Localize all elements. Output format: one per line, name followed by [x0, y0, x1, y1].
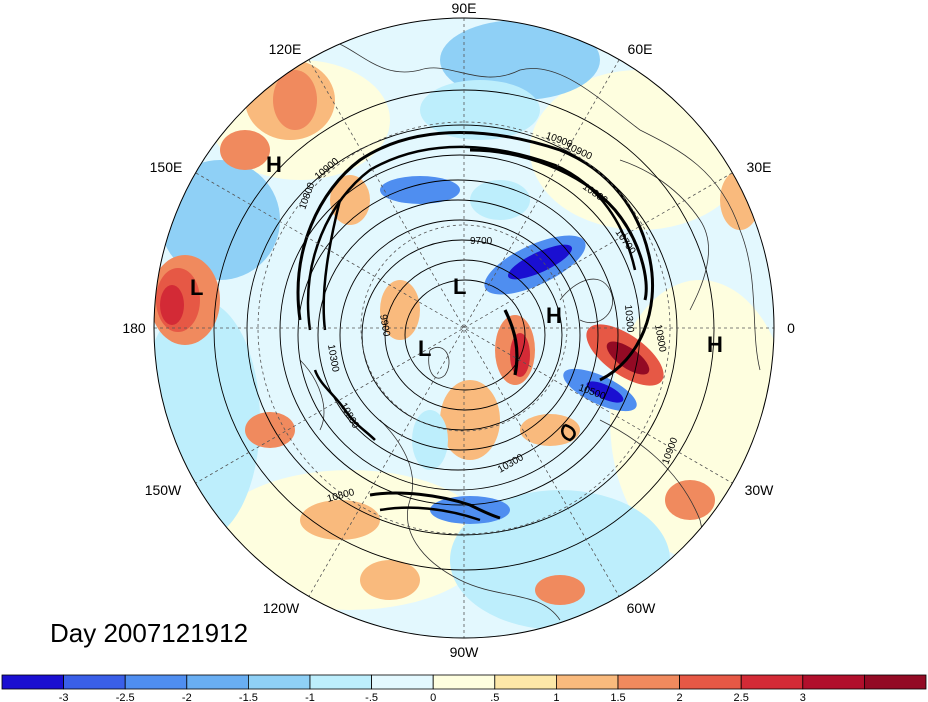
lon-label-120e: 120E: [269, 41, 302, 57]
map-title: Day 2007121912: [50, 618, 249, 648]
colorbar-swatch: [556, 674, 619, 690]
lon-label-60w: 60W: [627, 600, 657, 616]
colorbar-swatch: [309, 674, 372, 690]
contour-label: 10300: [622, 304, 635, 333]
colorbar-tick-label: -3: [59, 692, 69, 702]
colorbar-swatch: [864, 674, 927, 690]
lon-label-150w: 150W: [145, 482, 182, 498]
colorbar-tick-label: 0: [430, 692, 436, 702]
colorbar-swatch: [371, 674, 434, 690]
colorbar-tick-label: -1: [305, 692, 315, 702]
longitude-labels: 90E 120E 60E 150E 30E 180 0 150W 30W 120…: [122, 0, 795, 660]
lon-label-0: 0: [787, 320, 795, 336]
colorbar-swatch: [124, 674, 188, 690]
colorbar-swatch: [63, 674, 126, 690]
colorbar-tick-label: -2.5: [116, 692, 135, 702]
colorbar-swatch: [247, 674, 311, 690]
colorbar: -3 -2.5 -2 -1.5 -1 -.5 0 .5 1 1.5 2 2.5 3: [1, 674, 927, 702]
colorbar-tick-label: 2: [677, 692, 683, 702]
lon-label-30e: 30E: [747, 159, 772, 175]
coastlines: [299, 39, 761, 621]
pressure-center-high: H: [546, 303, 562, 328]
pressure-center-low: L: [453, 274, 466, 299]
colorbar-swatch: [432, 674, 496, 690]
contour-label: 9900: [377, 314, 392, 338]
pressure-center-high: H: [266, 152, 282, 177]
lon-label-90e: 90E: [452, 0, 477, 16]
graticule: [154, 18, 774, 638]
colorbar-tick-label: 1: [553, 692, 559, 702]
pressure-center-low: L: [418, 336, 431, 361]
lon-label-90w: 90W: [450, 644, 480, 660]
colorbar-swatch: [617, 674, 680, 690]
contour-label: 9700: [470, 236, 493, 247]
pressure-centers: H L L H L H: [190, 152, 723, 361]
lon-label-30w: 30W: [745, 482, 775, 498]
contour-label: 10300: [325, 344, 341, 374]
colorbar-swatch: [186, 674, 249, 690]
colorbar-tick-label: .5: [490, 692, 499, 702]
contour-label: 10800: [652, 324, 668, 354]
colorbar-tick-label: -1.5: [239, 692, 258, 702]
colorbar-swatch: [679, 674, 742, 690]
colorbar-swatch: [802, 674, 865, 690]
colorbar-tick-label: 2.5: [734, 692, 749, 702]
map-boundary: [153, 17, 775, 639]
pressure-center-low: L: [190, 275, 203, 300]
lon-label-150e: 150E: [150, 159, 183, 175]
colorbar-tick-label: -.5: [365, 692, 378, 702]
colorbar-tick-label: 3: [800, 692, 806, 702]
colorbar-tick-label: -2: [182, 692, 192, 702]
colorbar-tick-label: 1.5: [610, 692, 625, 702]
lon-label-120w: 120W: [263, 600, 300, 616]
colorbar-swatch: [740, 674, 804, 690]
anomaly-field: [154, 18, 774, 638]
colorbar-swatch: [1, 674, 64, 690]
lon-label-60e: 60E: [628, 41, 653, 57]
pressure-center-high: H: [707, 332, 723, 357]
colorbar-swatch: [494, 674, 557, 690]
lon-label-180: 180: [122, 320, 146, 336]
